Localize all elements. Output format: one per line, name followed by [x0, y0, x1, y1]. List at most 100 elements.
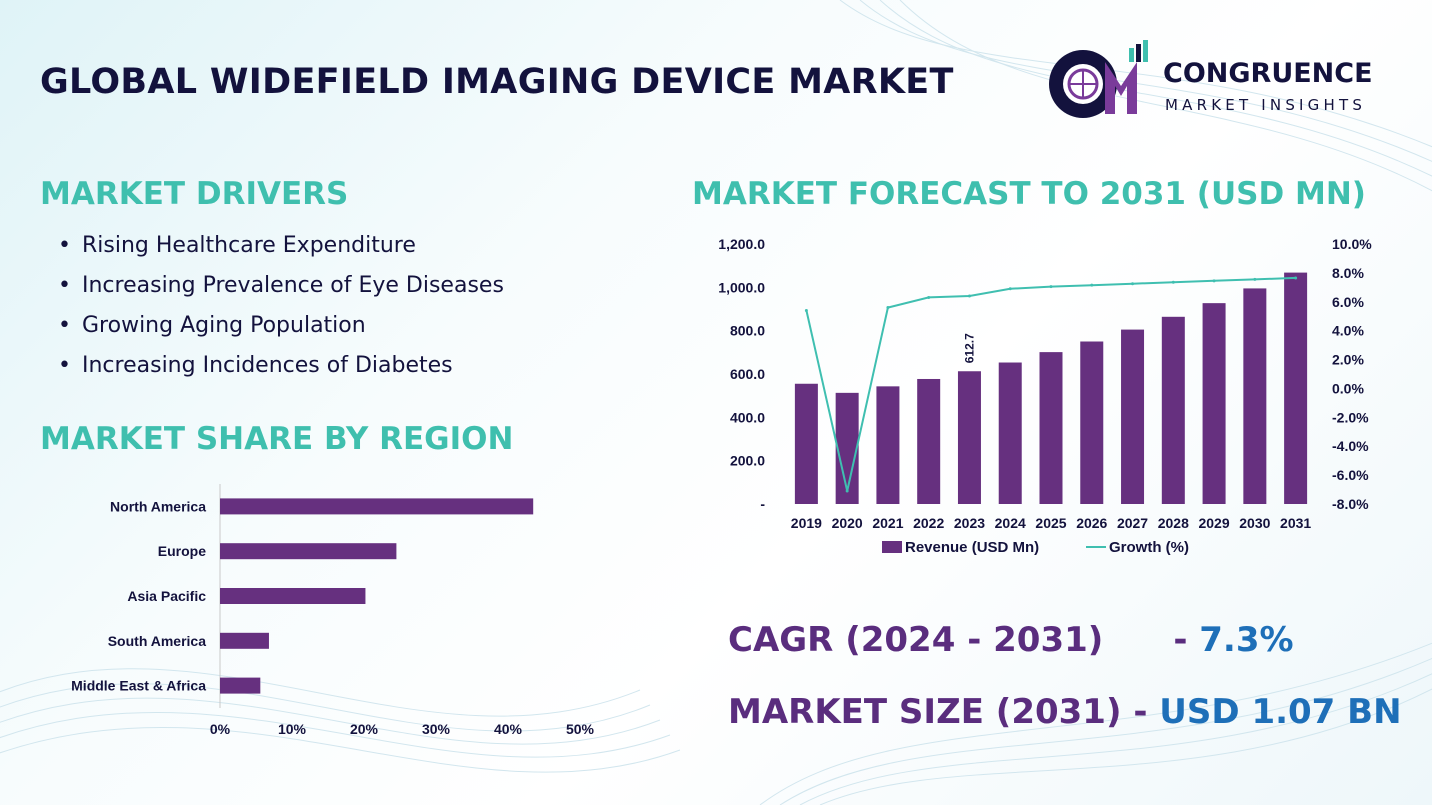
- forecast-y-right-tick-label: -2.0%: [1332, 409, 1369, 425]
- driver-text: Rising Healthcare Expenditure: [82, 233, 416, 258]
- forecast-x-tick-label: 2029: [1198, 515, 1229, 531]
- forecast-y-left-tick-label: 1,000.0: [718, 279, 765, 295]
- driver-item: • Growing Aging Population: [58, 308, 504, 348]
- growth-point: [1171, 280, 1175, 284]
- growth-point: [886, 306, 890, 310]
- market-forecast-heading: MARKET FORECAST TO 2031 (USD MN): [692, 176, 1366, 212]
- revenue-bar: [835, 392, 859, 504]
- forecast-x-tick-label: 2027: [1117, 515, 1148, 531]
- revenue-bar: [1243, 288, 1267, 504]
- forecast-x-tick-label: 2021: [872, 515, 903, 531]
- forecast-x-tick-label: 2023: [954, 515, 985, 531]
- growth-point: [804, 308, 808, 312]
- forecast-x-tick-label: 2025: [1035, 515, 1066, 531]
- revenue-bar: [794, 383, 818, 504]
- forecast-x-tick-label: 2019: [791, 515, 822, 531]
- region-category-label: Middle East & Africa: [71, 678, 206, 694]
- forecast-y-right-tick-label: 8.0%: [1332, 265, 1364, 281]
- forecast-y-left-tick-label: -: [760, 496, 765, 512]
- bullet-icon: •: [58, 233, 71, 258]
- forecast-y-left-tick-label: 200.0: [730, 453, 765, 469]
- legend-growth-label: Growth (%): [1109, 539, 1189, 556]
- forecast-y-left-tick-label: 400.0: [730, 409, 765, 425]
- page-title: GLOBAL WIDEFIELD IMAGING DEVICE MARKET: [40, 62, 954, 102]
- revenue-bar: [1161, 316, 1185, 504]
- region-x-tick-label: 20%: [350, 721, 379, 737]
- driver-item: • Rising Healthcare Expenditure: [58, 228, 504, 268]
- region-x-tick-label: 40%: [494, 721, 523, 737]
- forecast-y-right-tick-label: -8.0%: [1332, 496, 1369, 512]
- region-bar: [220, 498, 534, 515]
- growth-point: [845, 489, 849, 493]
- revenue-bar: [917, 378, 941, 504]
- region-bar: [220, 632, 269, 649]
- market-size-dash: -: [1121, 692, 1160, 732]
- region-category-label: South America: [108, 633, 206, 649]
- logo-subtitle: MARKET INSIGHTS: [1165, 96, 1367, 114]
- cagr-dash: -: [1173, 620, 1200, 660]
- growth-point: [1212, 279, 1216, 283]
- revenue-bar: [998, 362, 1022, 504]
- revenue-bar: [876, 386, 900, 504]
- cagr-stat: CAGR (2024 - 2031) - 7.3%: [728, 620, 1294, 660]
- region-x-tick-label: 30%: [422, 721, 451, 737]
- growth-point: [1131, 282, 1135, 286]
- driver-text: Growing Aging Population: [82, 313, 366, 338]
- growth-point: [967, 294, 971, 298]
- region-category-label: North America: [110, 498, 206, 514]
- region-x-tick-label: 10%: [278, 721, 307, 737]
- driver-text: Increasing Incidences of Diabetes: [82, 353, 453, 378]
- revenue-bar: [1121, 329, 1145, 504]
- growth-point: [927, 295, 931, 299]
- market-size-stat: MARKET SIZE (2031) - USD 1.07 BN: [728, 692, 1402, 732]
- forecast-x-tick-label: 2026: [1076, 515, 1107, 531]
- forecast-x-tick-label: 2022: [913, 515, 944, 531]
- driver-text: Increasing Prevalence of Eye Diseases: [82, 273, 504, 298]
- forecast-y-right-tick-label: 0.0%: [1332, 380, 1364, 396]
- market-drivers-heading: MARKET DRIVERS: [40, 176, 349, 212]
- growth-point: [1253, 277, 1257, 281]
- forecast-x-tick-label: 2030: [1239, 515, 1270, 531]
- growth-point: [1090, 283, 1094, 287]
- region-bar: [220, 543, 397, 560]
- forecast-y-right-tick-label: 10.0%: [1332, 236, 1372, 252]
- forecast-y-left-tick-label: 600.0: [730, 366, 765, 382]
- bullet-icon: •: [58, 273, 71, 298]
- growth-point: [1294, 276, 1298, 280]
- forecast-y-right-tick-label: -4.0%: [1332, 438, 1369, 454]
- legend-revenue-swatch: [882, 541, 902, 553]
- bullet-icon: •: [58, 353, 71, 378]
- bullet-icon: •: [58, 313, 71, 338]
- revenue-bar: [957, 371, 981, 504]
- forecast-chart: - 200.0 400.0 600.0 800.0 1,000.0 1,200.0 -8.0%…: [718, 236, 1372, 556]
- cagr-value: 7.3%: [1199, 620, 1294, 660]
- revenue-bar: [1284, 272, 1308, 504]
- forecast-x-tick-label: 2031: [1280, 515, 1311, 531]
- market-size-label: MARKET SIZE (2031): [728, 692, 1122, 732]
- region-share-chart: North America Europe Asia Pacific South Ame…: [71, 484, 595, 737]
- forecast-y-left-tick-label: 800.0: [730, 323, 765, 339]
- forecast-x-tick-label: 2028: [1158, 515, 1189, 531]
- forecast-y-right-tick-label: -6.0%: [1332, 467, 1369, 483]
- market-share-heading: MARKET SHARE BY REGION: [40, 421, 514, 457]
- market-size-value: USD 1.07 BN: [1159, 692, 1402, 732]
- forecast-y-right-tick-label: 6.0%: [1332, 294, 1364, 310]
- growth-point: [1049, 285, 1053, 289]
- revenue-bar: [1039, 352, 1063, 504]
- legend-revenue-label: Revenue (USD Mn): [905, 539, 1039, 556]
- forecast-x-tick-label: 2020: [832, 515, 863, 531]
- region-category-label: Europe: [158, 543, 206, 559]
- region-x-tick-label: 0%: [210, 721, 231, 737]
- forecast-y-right-tick-label: 2.0%: [1332, 352, 1364, 368]
- driver-item: • Increasing Incidences of Diabetes: [58, 348, 504, 388]
- forecast-y-right-tick-label: 4.0%: [1332, 323, 1364, 339]
- forecast-x-tick-label: 2024: [995, 515, 1026, 531]
- brand-logo: CONGRUENCE MARKET INSIGHTS: [1045, 40, 1405, 120]
- revenue-bar: [1202, 303, 1226, 504]
- region-category-label: Asia Pacific: [127, 588, 206, 604]
- growth-point: [1008, 287, 1012, 291]
- logo-name: CONGRUENCE: [1163, 58, 1373, 89]
- revenue-data-label: 612.7: [962, 333, 976, 363]
- market-drivers-list: • Rising Healthcare Expenditure • Increasi…: [58, 228, 504, 388]
- driver-item: • Increasing Prevalence of Eye Diseases: [58, 268, 504, 308]
